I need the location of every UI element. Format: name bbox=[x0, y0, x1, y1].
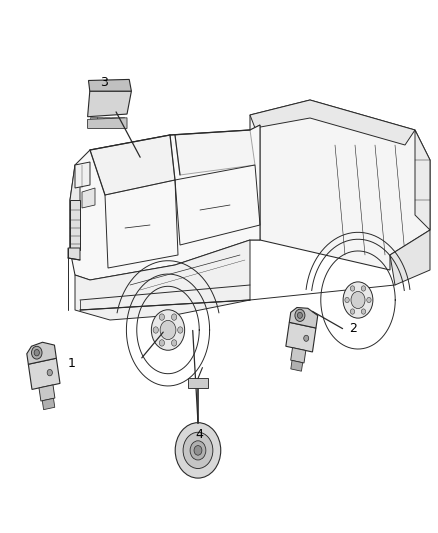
Circle shape bbox=[153, 327, 159, 333]
Circle shape bbox=[297, 312, 302, 318]
Polygon shape bbox=[28, 358, 60, 390]
Circle shape bbox=[47, 369, 53, 376]
Polygon shape bbox=[390, 230, 430, 285]
Polygon shape bbox=[250, 100, 430, 270]
Circle shape bbox=[152, 310, 185, 350]
Polygon shape bbox=[70, 200, 80, 250]
Circle shape bbox=[34, 350, 39, 356]
Polygon shape bbox=[175, 130, 255, 175]
Text: 4: 4 bbox=[195, 428, 203, 441]
Polygon shape bbox=[97, 117, 103, 126]
Polygon shape bbox=[70, 125, 260, 280]
Circle shape bbox=[351, 292, 365, 309]
Polygon shape bbox=[70, 165, 80, 250]
Text: 2: 2 bbox=[349, 322, 357, 335]
Circle shape bbox=[32, 346, 42, 359]
Circle shape bbox=[159, 340, 165, 346]
Polygon shape bbox=[250, 125, 260, 240]
Circle shape bbox=[345, 297, 349, 303]
Polygon shape bbox=[291, 348, 306, 363]
Circle shape bbox=[350, 309, 355, 314]
Polygon shape bbox=[290, 308, 318, 328]
Polygon shape bbox=[39, 385, 55, 401]
Polygon shape bbox=[88, 118, 127, 128]
Polygon shape bbox=[286, 322, 316, 352]
Polygon shape bbox=[75, 240, 250, 320]
Polygon shape bbox=[415, 130, 430, 230]
Text: 3: 3 bbox=[100, 76, 108, 89]
Polygon shape bbox=[90, 117, 96, 126]
Text: 1: 1 bbox=[68, 357, 76, 370]
Polygon shape bbox=[42, 398, 55, 410]
Polygon shape bbox=[88, 79, 131, 91]
Circle shape bbox=[350, 286, 355, 291]
Polygon shape bbox=[68, 248, 80, 260]
Circle shape bbox=[159, 314, 165, 320]
Circle shape bbox=[367, 297, 371, 303]
Circle shape bbox=[175, 423, 221, 478]
Polygon shape bbox=[118, 117, 124, 126]
Polygon shape bbox=[104, 117, 110, 126]
Circle shape bbox=[178, 327, 183, 333]
Polygon shape bbox=[75, 162, 90, 188]
Circle shape bbox=[172, 340, 177, 346]
Polygon shape bbox=[88, 91, 131, 117]
Circle shape bbox=[304, 335, 309, 341]
Polygon shape bbox=[291, 360, 303, 371]
Polygon shape bbox=[27, 342, 57, 364]
Circle shape bbox=[160, 320, 176, 340]
Polygon shape bbox=[188, 378, 208, 388]
Polygon shape bbox=[250, 100, 415, 145]
Circle shape bbox=[172, 314, 177, 320]
Circle shape bbox=[295, 309, 305, 321]
Circle shape bbox=[361, 286, 366, 291]
Circle shape bbox=[194, 446, 202, 455]
Polygon shape bbox=[111, 117, 117, 126]
Circle shape bbox=[361, 309, 366, 314]
Polygon shape bbox=[90, 135, 175, 195]
Polygon shape bbox=[82, 188, 95, 208]
Circle shape bbox=[183, 432, 213, 469]
Circle shape bbox=[190, 441, 206, 460]
Circle shape bbox=[343, 282, 373, 318]
